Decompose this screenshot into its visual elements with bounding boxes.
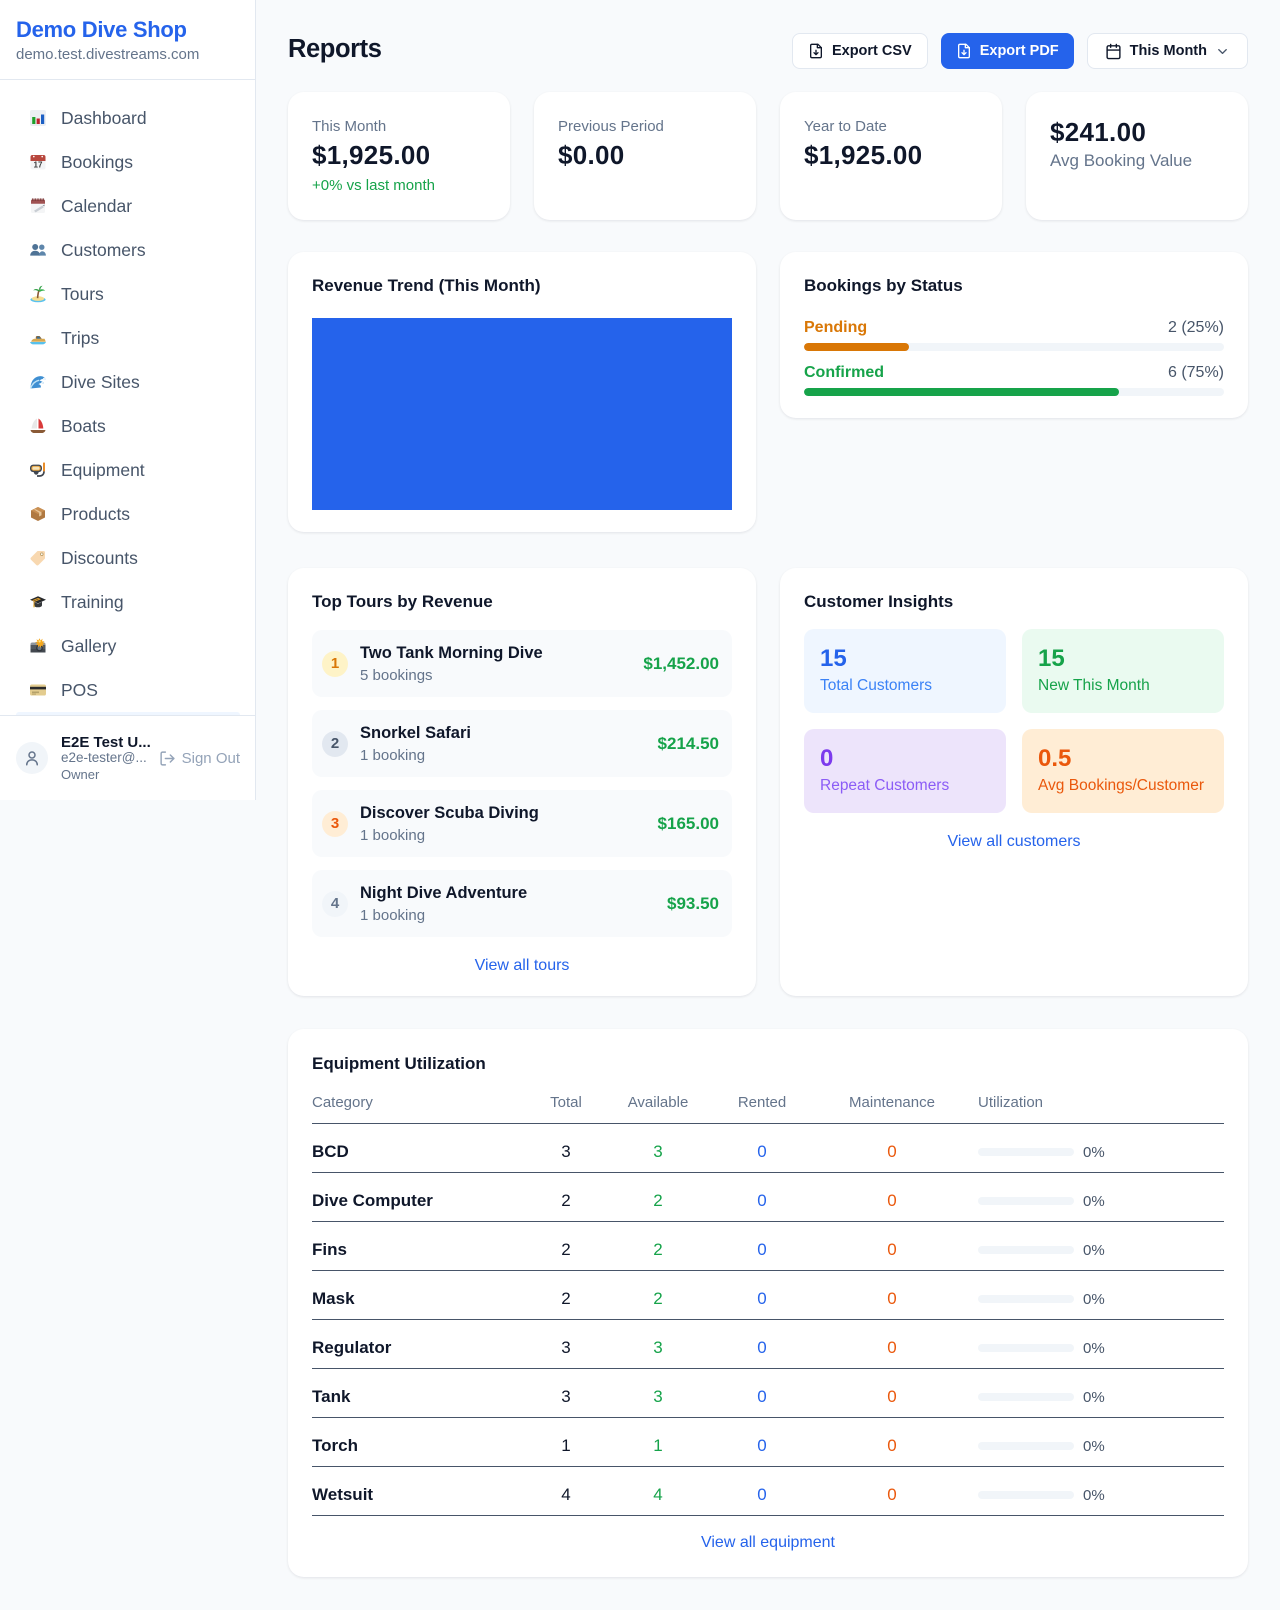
svg-text:17: 17 [34,161,43,170]
